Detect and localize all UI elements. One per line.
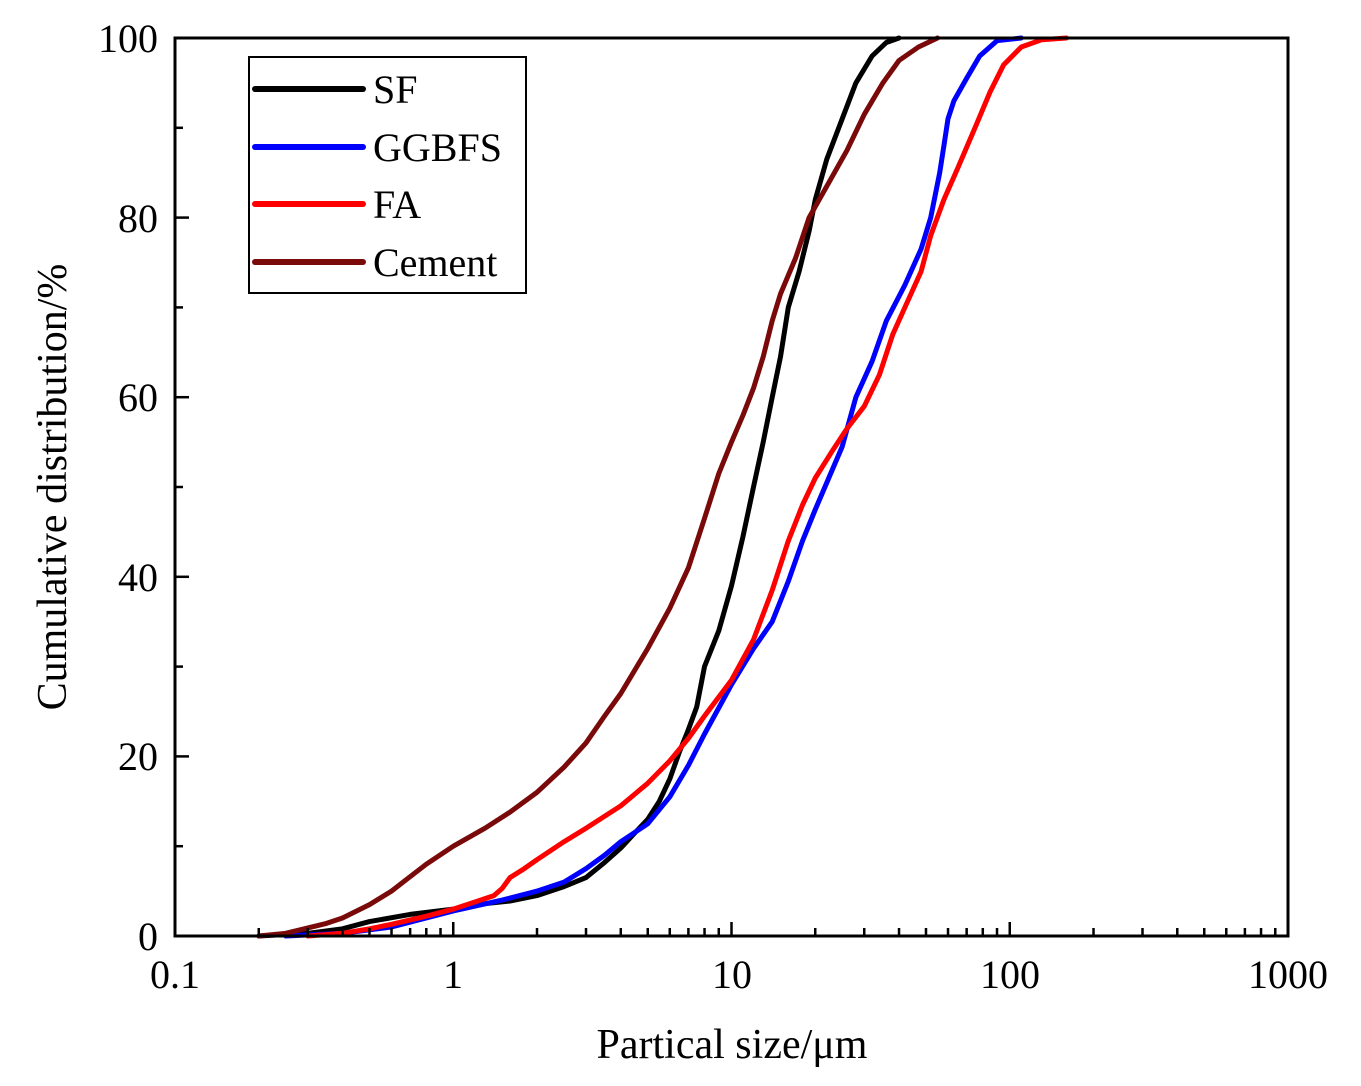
y-axis-title: Cumulative distribution/% [30,264,76,711]
y-tick-labels: 0 20 40 60 80 100 [98,16,158,959]
y-tick-label: 0 [138,914,158,959]
x-tick-labels: 0.1 1 10 100 1000 [150,952,1328,997]
legend-box [248,56,527,294]
y-tick-label: 40 [118,555,158,600]
series-layer [256,35,1069,939]
legend-label-sf: SF [373,67,418,112]
tick-layer [173,36,1290,938]
y-tick-label: 20 [118,734,158,779]
series-line-ggbfs [283,35,1024,939]
legend: SF GGBFS FA Cement [248,56,527,294]
y-tick-label: 100 [98,16,158,61]
x-tick-label: 100 [980,952,1040,997]
x-tick-label: 1000 [1248,952,1328,997]
legend-label-fa: FA [373,182,421,227]
x-axis-title: Partical size/μm [597,1022,868,1068]
legend-label-ggbfs: GGBFS [373,125,502,170]
y-tick-label: 60 [118,375,158,420]
x-tick-label: 1 [443,952,463,997]
series-line-cement [256,35,940,939]
x-tick-label: 10 [712,952,752,997]
legend-label-cement: Cement [373,240,497,285]
y-tick-label: 80 [118,196,158,241]
series-line-fa [305,35,1069,939]
x-tick-label: 0.1 [150,952,200,997]
